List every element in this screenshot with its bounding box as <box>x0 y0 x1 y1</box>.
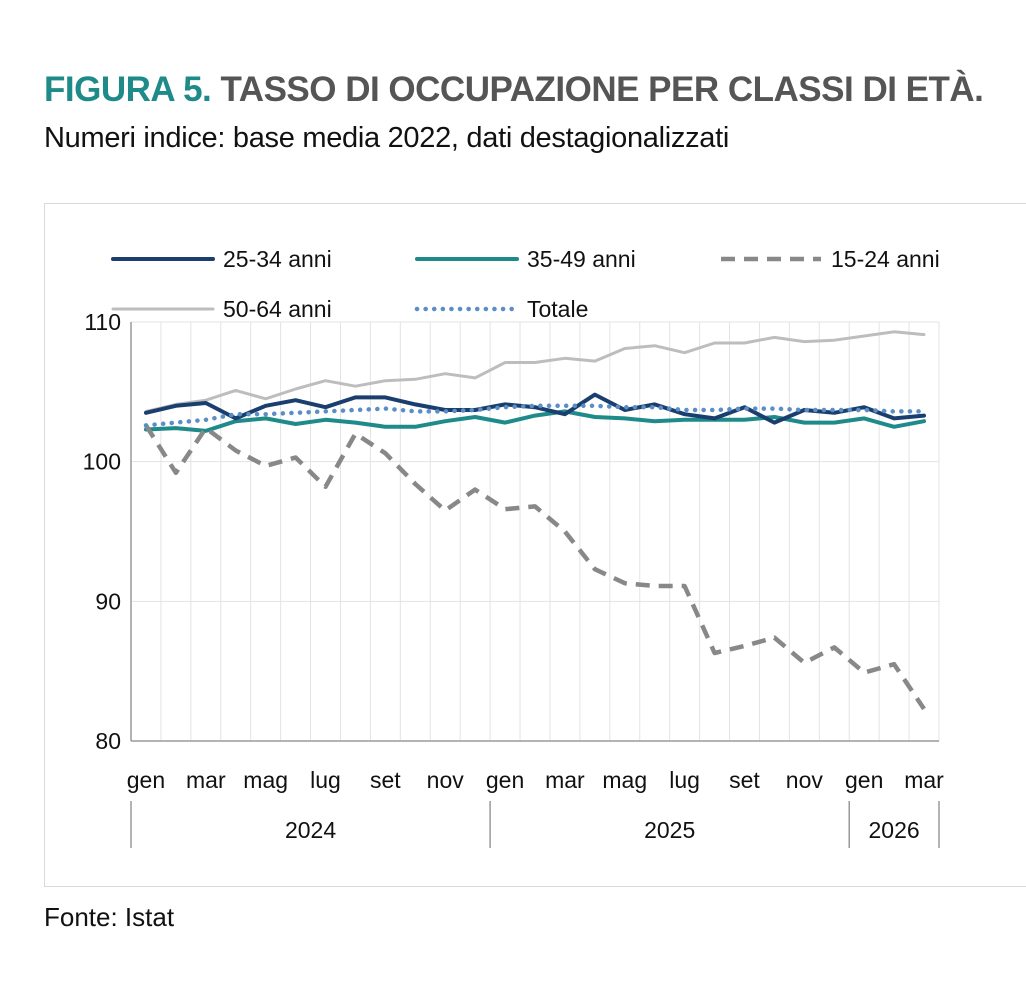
year-label: 2024 <box>285 817 336 843</box>
legend-label: Totale <box>527 296 588 322</box>
x-tick-label: mag <box>243 767 288 793</box>
x-tick-label: nov <box>427 767 465 793</box>
legend-label: 25-34 anni <box>223 246 332 272</box>
x-tick-label: set <box>370 767 401 793</box>
legend-label: 50-64 anni <box>223 296 332 322</box>
x-tick-label: nov <box>786 767 824 793</box>
x-tick-label: gen <box>845 767 883 793</box>
chart-frame: 80 90 100 110 gen mar mag lug set nov gen mar mag lug… <box>44 203 1026 887</box>
y-tick-label: 80 <box>95 728 121 754</box>
y-tick-label: 110 <box>84 309 121 335</box>
x-tick-label: gen <box>486 767 524 793</box>
x-tick-label: mar <box>545 767 585 793</box>
x-tick-label: gen <box>127 767 165 793</box>
y-tick-label: 90 <box>95 588 121 614</box>
year-label: 2025 <box>644 817 695 843</box>
x-tick-label: lug <box>310 767 341 793</box>
x-tick-label: mag <box>602 767 647 793</box>
series-line-35-49-anni <box>144 409 926 433</box>
series-line-25-34-anni <box>144 392 926 425</box>
x-tick-label: lug <box>669 767 700 793</box>
series-line-Totale <box>143 403 927 428</box>
legend-label: 35-49 anni <box>527 246 636 272</box>
series-line-15-24-anni <box>144 424 926 711</box>
source-note: Fonte: Istat <box>44 902 175 932</box>
legend-label: 15-24 anni <box>831 246 940 272</box>
figure-title: TASSO DI OCCUPAZIONE PER CLASSI DI ETÀ. <box>220 70 984 109</box>
series-line-50-64-anni <box>144 330 926 413</box>
x-tick-label: set <box>729 767 760 793</box>
x-tick-label: mar <box>904 767 944 793</box>
chart-title: FIGURA 5. TASSO DI OCCUPAZIONE PER CLASS… <box>44 70 984 110</box>
year-label: 2026 <box>869 817 920 843</box>
chart-subtitle: Numeri indice: base media 2022, dati des… <box>44 122 730 154</box>
y-tick-label: 100 <box>83 449 121 475</box>
x-tick-label: mar <box>186 767 226 793</box>
figure-label: FIGURA 5. <box>44 70 212 109</box>
